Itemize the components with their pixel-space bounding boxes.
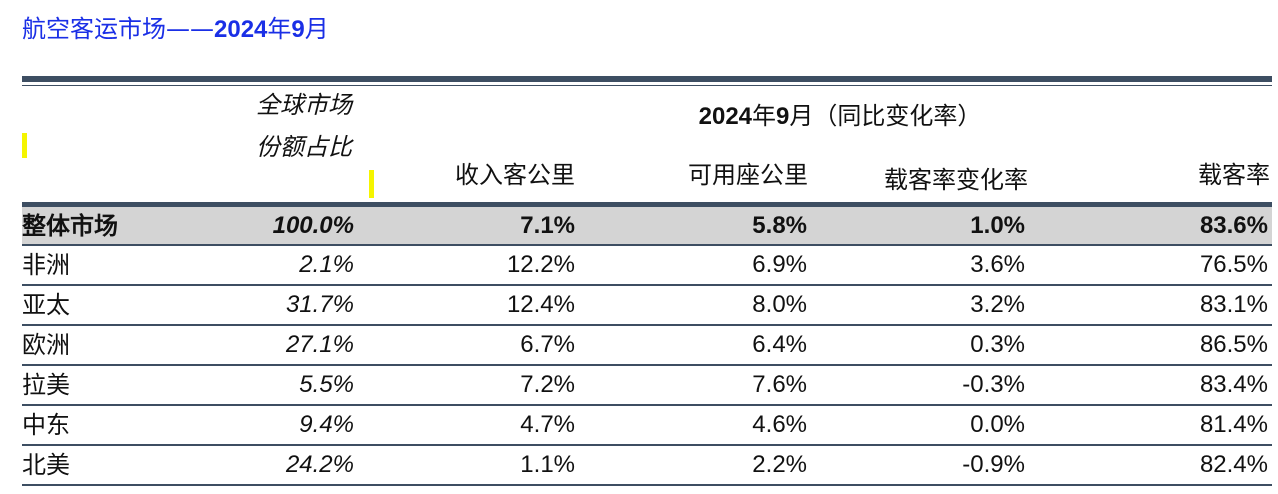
row-plf-change: 0.0% (970, 411, 1025, 438)
header-group-nian: 年 (752, 102, 777, 130)
title-month: 9 (291, 16, 305, 43)
row-ask: 6.4% (752, 331, 807, 358)
row-rpk: 4.7% (520, 411, 575, 438)
row-ask: 8.0% (752, 291, 807, 318)
header-share-line2: 份额占比 (256, 133, 352, 161)
row-plf: 86.5% (1199, 331, 1268, 358)
row-plf-change: 1.0% (970, 212, 1025, 239)
row-rpk: 12.2% (506, 251, 575, 278)
table-row-total: 整体市场 100.0% 7.1% 5.8% 1.0% 83.6% (22, 207, 1272, 246)
header-plf-change: 载客率变化率 (884, 166, 1028, 194)
row-plf-change: -0.3% (962, 371, 1025, 398)
header-bottom-rule (22, 202, 1272, 207)
table-row: 非洲 2.1% 12.2% 6.9% 3.6% 76.5% (22, 246, 1272, 286)
row-share: 27.1% (285, 331, 354, 358)
row-plf-change: -0.9% (962, 451, 1025, 478)
row-plf-change: 3.6% (970, 251, 1025, 278)
row-ask: 5.8% (752, 212, 807, 239)
row-plf-change: 3.2% (970, 291, 1025, 318)
table-row: 中东 9.4% 4.7% 4.6% 0.0% 81.4% (22, 406, 1272, 446)
row-rpk: 6.7% (520, 331, 575, 358)
row-name: 中东 (22, 411, 70, 439)
row-share: 24.2% (285, 451, 354, 478)
row-share: 9.4% (299, 411, 354, 438)
header-group-year: 2024 (698, 103, 753, 130)
table-top-thin-rule (22, 85, 1272, 86)
row-ask: 6.9% (752, 251, 807, 278)
table-row: 拉美 5.5% 7.2% 7.6% -0.3% 83.4% (22, 366, 1272, 406)
header-group-month: 9 (776, 103, 790, 130)
row-share: 31.7% (285, 291, 354, 318)
row-ask: 7.6% (752, 371, 807, 398)
row-ask: 2.2% (752, 451, 807, 478)
title-yue: 月 (304, 15, 329, 43)
row-plf: 83.6% (1199, 212, 1268, 239)
row-name: 欧洲 (22, 331, 70, 359)
row-rpk: 7.1% (520, 212, 575, 239)
row-rpk: 12.4% (506, 291, 575, 318)
row-name: 整体市场 (22, 212, 118, 240)
title-prefix: 航空客运市场—— (22, 15, 214, 43)
page-title: 航空客运市场——2024年9月 (22, 9, 329, 44)
row-rpk: 7.2% (520, 371, 575, 398)
row-name: 拉美 (22, 371, 70, 399)
row-name: 北美 (22, 451, 70, 479)
header-share-line1: 全球市场 (256, 91, 352, 119)
header-rpk: 收入客公里 (455, 161, 575, 189)
row-share: 2.1% (299, 251, 354, 278)
title-nian: 年 (267, 15, 292, 43)
row-share: 100.0% (272, 212, 354, 239)
table-row: 亚太 31.7% 12.4% 8.0% 3.2% 83.1% (22, 286, 1272, 326)
highlight-mark (22, 133, 27, 158)
table-top-rule (22, 76, 1272, 82)
table-row: 欧洲 27.1% 6.7% 6.4% 0.3% 86.5% (22, 326, 1272, 366)
row-name: 非洲 (22, 251, 70, 279)
row-name: 亚太 (22, 291, 70, 319)
row-rpk: 1.1% (520, 451, 575, 478)
data-table-body: 整体市场 100.0% 7.1% 5.8% 1.0% 83.6% 非洲 2.1%… (22, 207, 1272, 486)
header-plf: 载客率 (1198, 161, 1270, 189)
title-year: 2024 (214, 16, 268, 43)
header-group-rest: 月（同比变化率） (789, 102, 982, 130)
row-plf-change: 0.3% (970, 331, 1025, 358)
row-plf: 76.5% (1199, 251, 1268, 278)
header-group: 2024年9月（同比变化率） (540, 96, 1140, 131)
highlight-mark (369, 170, 374, 198)
row-plf: 83.1% (1199, 291, 1268, 318)
row-plf: 83.4% (1199, 371, 1268, 398)
header-ask: 可用座公里 (688, 161, 808, 189)
table-row: 北美 24.2% 1.1% 2.2% -0.9% 82.4% (22, 446, 1272, 486)
row-plf: 82.4% (1199, 451, 1268, 478)
row-share: 5.5% (299, 371, 354, 398)
row-ask: 4.6% (752, 411, 807, 438)
row-plf: 81.4% (1199, 411, 1268, 438)
